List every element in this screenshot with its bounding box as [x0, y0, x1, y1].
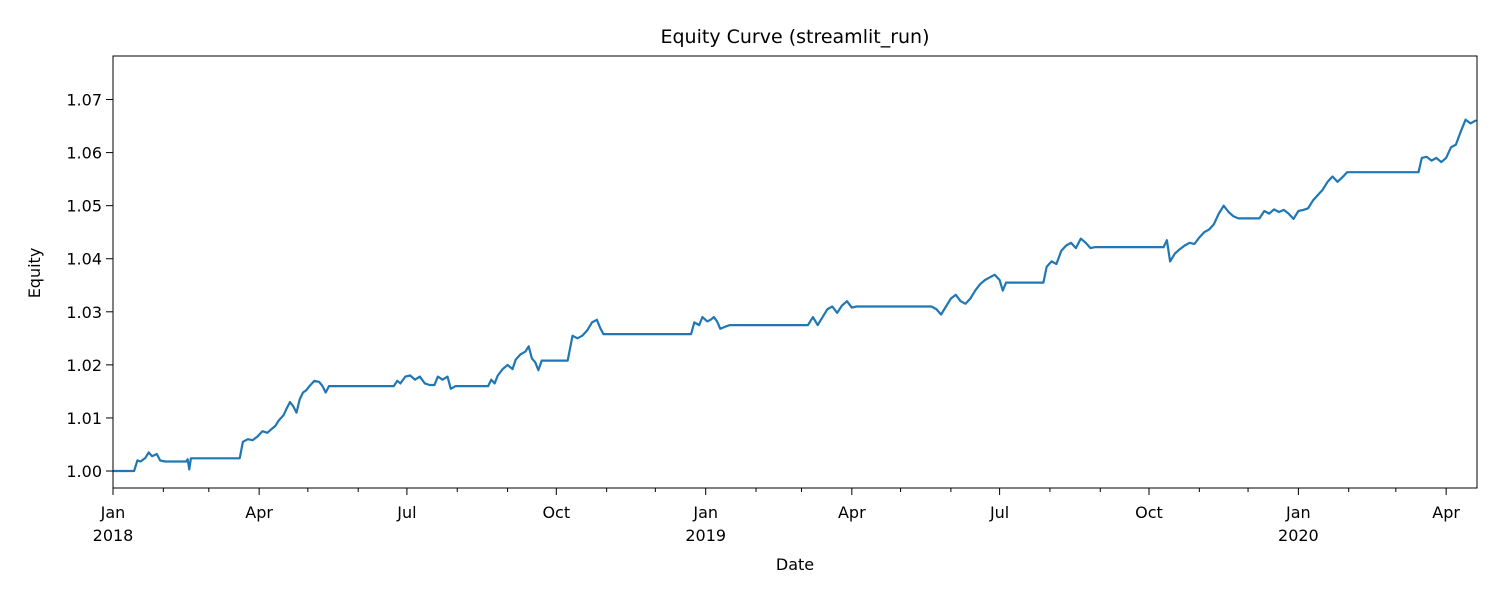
x-axis-ticks: Jan 2018 Apr Jul Oct Jan 2019 Apr Jul Oct Jan 2020 A…	[93, 488, 1460, 545]
y-tick-label: 1.03	[66, 303, 102, 322]
y-tick-label: 1.04	[66, 250, 102, 269]
y-axis-ticks: 1.00 1.01 1.02 1.03 1.04 1.05 1.06 1.07	[66, 91, 113, 481]
x-axis-title: Date	[776, 555, 814, 574]
x-tick-label: Oct	[1135, 503, 1163, 522]
y-tick-label: 1.05	[66, 197, 102, 216]
x-tick-label: Apr	[245, 503, 273, 522]
x-tick-label: Jan	[100, 503, 126, 522]
plot-frame	[112, 55, 1478, 489]
x-tick-label: Apr	[838, 503, 866, 522]
x-tick-year-label: 2020	[1278, 526, 1319, 545]
x-tick-label: Oct	[542, 503, 570, 522]
x-tick-label: Jan	[692, 503, 718, 522]
x-tick-label: Jul	[989, 503, 1009, 522]
y-tick-label: 1.01	[66, 409, 102, 428]
y-tick-label: 1.00	[66, 462, 102, 481]
y-tick-label: 1.02	[66, 356, 102, 375]
x-tick-year-label: 2019	[685, 526, 726, 545]
x-tick-label: Jul	[396, 503, 416, 522]
equity-series-line	[111, 118, 1477, 473]
chart-title: Equity Curve (streamlit_run)	[660, 26, 929, 48]
x-tick-year-label: 2018	[93, 526, 134, 545]
x-tick-label: Jan	[1285, 503, 1311, 522]
y-tick-label: 1.06	[66, 144, 102, 163]
y-axis-title: Equity	[25, 248, 44, 299]
x-tick-label: Apr	[1432, 503, 1460, 522]
y-tick-label: 1.07	[66, 91, 102, 110]
